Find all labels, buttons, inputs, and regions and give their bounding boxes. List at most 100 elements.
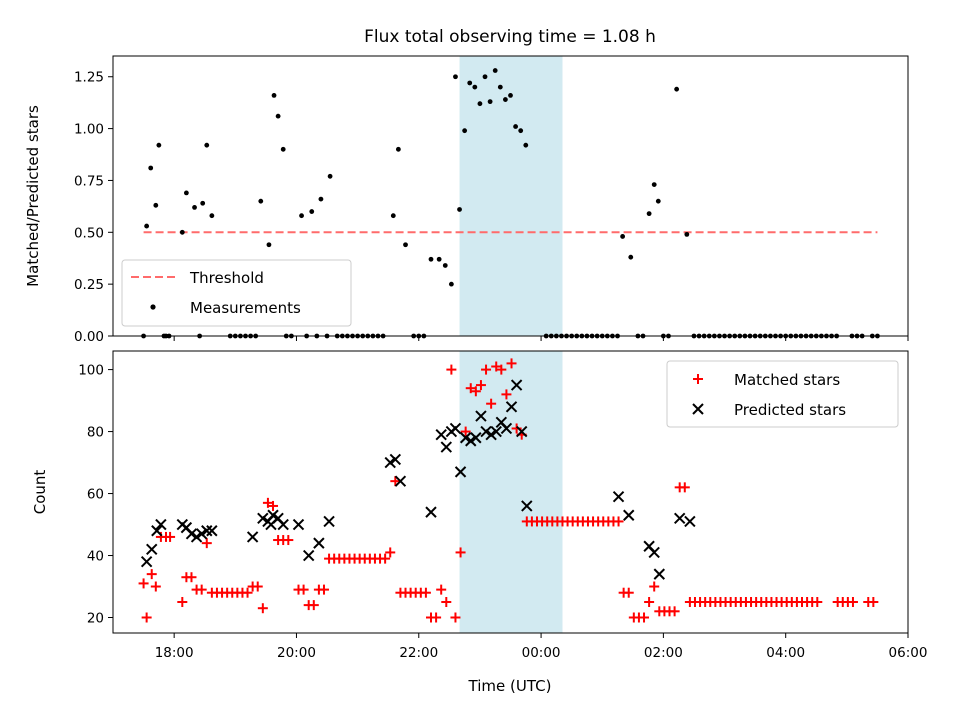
legend-matched-label: Matched stars — [734, 371, 840, 389]
measurement-point — [620, 234, 626, 239]
bottom-y-tick-label: 20 — [87, 611, 104, 627]
predicted-star-point — [313, 537, 325, 549]
matched-star-point — [506, 358, 517, 369]
bottom-panel: 20 40 60 80 100 18:00 20:00 22:00 00:00 02:00 04:… — [31, 350, 928, 695]
matched-star-point — [613, 516, 624, 527]
matched-star-point — [165, 531, 176, 542]
measurement-point — [148, 165, 154, 171]
measurement-point — [646, 211, 652, 217]
predicted-star-point — [146, 543, 158, 556]
predicted-star-point — [151, 525, 163, 537]
legend-predicted-swatch — [692, 403, 704, 415]
measurement-point — [153, 202, 159, 208]
bottom-x-tick-label: 22:00 — [399, 645, 438, 661]
bottom-legend: Matched stars Predicted stars — [666, 360, 899, 428]
legend-matched-swatch — [693, 374, 703, 384]
matched-star-point — [496, 364, 507, 375]
measurement-point — [518, 128, 524, 134]
measurement-point — [467, 80, 473, 86]
matched-star-point — [150, 581, 161, 592]
matched-star-point — [491, 361, 502, 372]
matched-star-point — [186, 572, 197, 583]
bottom-x-tick-label: 06:00 — [889, 645, 928, 661]
predicted-star-point — [612, 490, 625, 503]
predicted-star-point — [521, 500, 533, 512]
measurement-point — [200, 200, 206, 206]
measurement-point — [503, 97, 508, 102]
measurement-point — [436, 256, 442, 262]
bottom-axes-frame — [112, 350, 909, 634]
matched-star-point — [141, 612, 152, 623]
matched-star-point — [868, 597, 879, 608]
predicted-star-point — [394, 475, 407, 487]
measurement-point — [275, 113, 281, 119]
predicted-star-point — [673, 512, 686, 525]
predicted-star-point — [480, 425, 492, 438]
measurement-point — [209, 213, 215, 219]
measurement-point — [403, 242, 408, 248]
predicted-star-point — [277, 518, 289, 531]
matched-star-point — [455, 547, 466, 558]
measurement-point — [271, 93, 277, 98]
bottom-legend-box — [666, 360, 899, 428]
matched-star-point — [308, 600, 319, 611]
matched-star-point — [486, 398, 497, 409]
matched-star-point — [242, 587, 253, 598]
matched-star-point — [649, 581, 660, 592]
predicted-star-point — [195, 528, 208, 540]
measurement-point — [462, 128, 468, 134]
matched-star-point — [262, 497, 273, 508]
matched-star-point — [623, 587, 634, 598]
bottom-y-ticks: 20 40 60 80 100 — [78, 363, 113, 627]
predicted-star-point — [470, 432, 482, 444]
matched-star-point — [450, 612, 461, 623]
matched-star-point — [318, 584, 329, 595]
predicted-star-point — [257, 512, 269, 525]
measurement-point — [204, 142, 210, 148]
bottom-y-tick-label: 40 — [87, 549, 104, 565]
measurement-point — [513, 124, 518, 129]
matched-star-point — [283, 535, 294, 546]
matched-star-point — [481, 364, 492, 375]
measurement-point — [179, 229, 185, 235]
top-y-tick-label: 0.25 — [74, 277, 104, 293]
predicted-star-point — [505, 401, 518, 413]
measurement-point — [318, 196, 324, 202]
predicted-star-point — [302, 549, 315, 562]
matched-star-point — [431, 612, 442, 623]
matched-star-point — [441, 597, 452, 608]
measurement-point — [655, 198, 661, 204]
measurement-point — [497, 84, 503, 90]
predicted-star-point — [292, 518, 305, 531]
matched-star-point — [257, 603, 268, 614]
predicted-star-point — [384, 456, 396, 469]
matched-star-point — [847, 597, 858, 608]
bottom-x-tick-label: 18:00 — [155, 645, 194, 661]
bottom-x-tick-label: 02:00 — [644, 645, 683, 661]
matched-star-point — [501, 389, 512, 400]
measurement-point — [183, 190, 189, 196]
matched-star-point — [252, 581, 263, 592]
predicted-star-point — [684, 515, 696, 528]
predicted-star-point — [475, 410, 487, 422]
predicted-star-point — [140, 556, 153, 568]
matched-star-point — [436, 584, 447, 595]
predicted-star-point — [185, 528, 198, 540]
predicted-star-point — [190, 531, 203, 543]
chart-title: Flux total observing time = 1.08 h — [364, 27, 656, 47]
measurement-point — [628, 254, 634, 260]
bottom-x-tick-label: 00:00 — [522, 645, 561, 661]
matched-star-point — [446, 364, 457, 375]
bottom-highlight-span — [459, 351, 563, 633]
measurement-point — [448, 281, 454, 287]
bottom-x-axis-label: Time (UTC) — [468, 677, 552, 695]
top-y-axis-label: Matched/Predicted stars — [24, 105, 42, 287]
predicted-star-point — [653, 568, 666, 580]
matched-star-point — [669, 606, 680, 617]
predicted-star-point — [510, 379, 523, 391]
measurement-point — [299, 213, 304, 219]
top-y-tick-label: 0.00 — [74, 329, 104, 345]
measurement-point — [390, 213, 396, 219]
matched-star-point — [298, 584, 309, 595]
bottom-y-tick-label: 100 — [78, 363, 104, 379]
